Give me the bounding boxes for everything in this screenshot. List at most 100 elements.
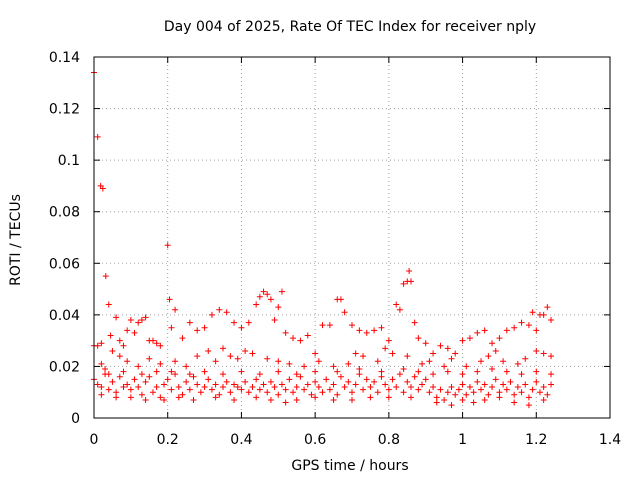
data-point (315, 384, 322, 391)
data-point (525, 402, 532, 409)
data-point (533, 378, 540, 385)
data-point (463, 391, 470, 398)
data-point (396, 371, 403, 378)
data-point (319, 322, 326, 329)
data-point (430, 371, 437, 378)
data-point (323, 376, 330, 383)
data-point (514, 360, 521, 367)
data-point (223, 378, 230, 385)
data-point (371, 327, 378, 334)
data-point (441, 363, 448, 370)
data-point (492, 347, 499, 354)
data-point (341, 384, 348, 391)
y-tick-label: 0.04 (49, 308, 80, 324)
data-point (330, 381, 337, 388)
data-point (231, 396, 238, 403)
data-point (378, 324, 385, 331)
data-point (290, 389, 297, 396)
data-point (404, 353, 411, 360)
data-point (267, 378, 274, 385)
data-point (411, 319, 418, 326)
data-point (212, 358, 219, 365)
data-point (253, 301, 260, 308)
data-point (433, 394, 440, 401)
x-tick-label: 1.4 (599, 432, 621, 448)
data-point (514, 384, 521, 391)
data-point (157, 342, 164, 349)
data-point (242, 378, 249, 385)
data-point (242, 347, 249, 354)
data-point (411, 373, 418, 380)
data-point (161, 381, 168, 388)
data-point (459, 396, 466, 403)
data-point (341, 309, 348, 316)
data-point (548, 381, 555, 388)
data-point (120, 368, 127, 375)
data-point (245, 389, 252, 396)
data-point (540, 350, 547, 357)
data-point (356, 371, 363, 378)
data-point (124, 381, 131, 388)
data-point (142, 378, 149, 385)
y-axis-label: ROTI / TECUs (8, 194, 24, 286)
data-point (205, 376, 212, 383)
data-point (522, 381, 529, 388)
data-point (172, 371, 179, 378)
data-point (175, 394, 182, 401)
data-point (548, 371, 555, 378)
data-point (190, 373, 197, 380)
data-point (164, 242, 171, 249)
data-point (149, 389, 156, 396)
data-point (183, 378, 190, 385)
data-point (415, 386, 422, 393)
data-point (459, 337, 466, 344)
data-point (345, 378, 352, 385)
data-point (463, 363, 470, 370)
data-point (102, 366, 109, 373)
data-point (127, 317, 134, 324)
data-point (116, 353, 123, 360)
data-point (326, 322, 333, 329)
data-point (256, 293, 263, 300)
data-point (186, 319, 193, 326)
data-point (360, 353, 367, 360)
data-point (260, 288, 267, 295)
data-point (385, 394, 392, 401)
data-point (393, 301, 400, 308)
data-point (382, 345, 389, 352)
data-point (352, 350, 359, 357)
data-point (525, 394, 532, 401)
data-point (474, 368, 481, 375)
data-point (511, 324, 518, 331)
data-point (437, 342, 444, 349)
data-point (249, 384, 256, 391)
data-point (349, 389, 355, 396)
data-point (175, 384, 182, 391)
data-point (489, 340, 496, 347)
data-point (478, 358, 484, 365)
data-point (304, 381, 311, 388)
data-point (518, 371, 525, 378)
data-point (489, 384, 496, 391)
data-point (142, 396, 149, 403)
data-point (400, 280, 407, 287)
data-point (312, 350, 319, 357)
plot-frame (93, 56, 611, 419)
data-point (330, 363, 337, 370)
y-tick-label: 0.14 (49, 50, 80, 66)
data-point (201, 324, 208, 331)
data-point (275, 304, 282, 311)
data-point (389, 376, 396, 383)
data-point (308, 391, 315, 398)
data-point (529, 386, 536, 393)
data-point (271, 317, 278, 324)
data-point (430, 384, 437, 391)
data-point (98, 391, 105, 398)
data-point (164, 376, 171, 383)
data-point (231, 319, 238, 326)
data-point (256, 386, 263, 393)
data-point (337, 373, 344, 380)
x-axis-ticks: 0 0.2 0.4 0.6 0.8 1 1.2 1.4 (90, 57, 621, 448)
data-point (168, 324, 175, 331)
data-point (466, 384, 473, 391)
